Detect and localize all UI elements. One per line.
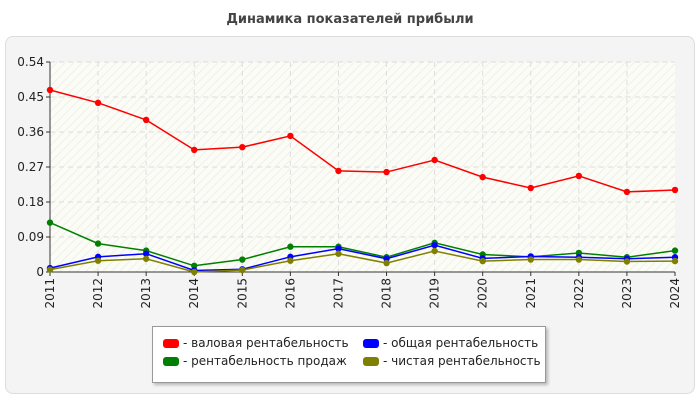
legend-label: - валовая рентабельность — [183, 336, 349, 350]
data-point — [191, 146, 198, 154]
data-point — [191, 262, 198, 269]
data-point — [671, 186, 679, 194]
legend-item: - валовая рентабельность — [163, 336, 349, 350]
x-tick-label: 2023 — [620, 278, 634, 309]
y-tick-label: 0.54 — [17, 55, 44, 69]
data-point — [239, 266, 246, 274]
x-tick-label: 2011 — [43, 278, 57, 309]
legend-item: - чистая рентабельность — [363, 354, 541, 368]
y-tick-label: 0.09 — [17, 230, 44, 244]
data-point — [383, 168, 390, 176]
data-point — [239, 256, 246, 263]
plot-area — [50, 62, 675, 272]
data-point — [94, 240, 102, 247]
series-line — [49, 250, 676, 273]
y-tick-label: 0.18 — [17, 195, 44, 209]
series-line — [49, 244, 676, 272]
x-tick-label: 2014 — [187, 278, 201, 309]
legend-item: - общая рентабельность — [363, 336, 538, 350]
x-tick-label: 2013 — [139, 278, 153, 309]
x-tick-label: 2016 — [283, 278, 297, 309]
data-point — [335, 245, 342, 252]
data-point — [287, 257, 294, 264]
data-point — [46, 266, 54, 273]
data-point — [479, 173, 486, 181]
data-point — [479, 257, 486, 265]
legend-swatch — [163, 356, 179, 366]
legend-item: - рентабельность продаж — [163, 354, 347, 368]
data-point — [671, 247, 679, 254]
legend-label: - общая рентабельность — [383, 336, 539, 350]
data-point — [142, 116, 150, 124]
x-tick-label: 2024 — [668, 278, 682, 309]
data-point — [335, 250, 342, 257]
data-point — [142, 255, 150, 262]
x-tick-label: 2021 — [524, 278, 538, 309]
series-line — [49, 221, 676, 267]
data-point — [46, 219, 54, 226]
data-point — [383, 259, 390, 267]
x-tick-label: 2022 — [572, 278, 586, 309]
data-point — [431, 241, 438, 249]
y-tick-label: 0 — [36, 265, 44, 279]
legend: - валовая рентабельность - общая рентабе… — [152, 326, 546, 383]
data-point — [335, 167, 342, 175]
data-point — [287, 132, 294, 140]
data-point — [94, 257, 102, 264]
legend-swatch — [363, 356, 379, 366]
x-tick-label: 2015 — [235, 278, 249, 309]
data-point — [142, 250, 150, 257]
data-point — [623, 188, 631, 196]
data-point — [527, 184, 534, 192]
y-tick-label: 0.45 — [17, 90, 44, 104]
legend-label: - чистая рентабельность — [383, 354, 541, 368]
legend-swatch — [363, 338, 379, 348]
data-point — [239, 143, 246, 151]
x-tick-label: 2017 — [331, 278, 345, 309]
y-tick-label: 0.36 — [17, 125, 44, 139]
x-tick-label: 2019 — [428, 278, 442, 309]
chart-title: Динамика показателей прибыли — [226, 12, 474, 27]
data-point — [287, 243, 294, 250]
data-point — [527, 256, 534, 263]
data-point — [623, 258, 631, 265]
x-tick-label: 2012 — [91, 278, 105, 309]
data-point — [431, 247, 438, 255]
series-line — [49, 89, 676, 193]
legend-label: - рентабельность продаж — [183, 354, 347, 368]
data-point — [575, 256, 583, 263]
legend-swatch — [163, 338, 179, 348]
data-point — [575, 172, 583, 180]
x-tick-label: 2018 — [380, 278, 394, 309]
data-point — [46, 86, 54, 94]
data-point — [431, 156, 438, 164]
y-tick-label: 0.27 — [17, 160, 44, 174]
data-point — [671, 257, 679, 265]
data-point — [94, 99, 102, 107]
data-point — [191, 268, 198, 276]
x-tick-label: 2020 — [476, 278, 490, 309]
